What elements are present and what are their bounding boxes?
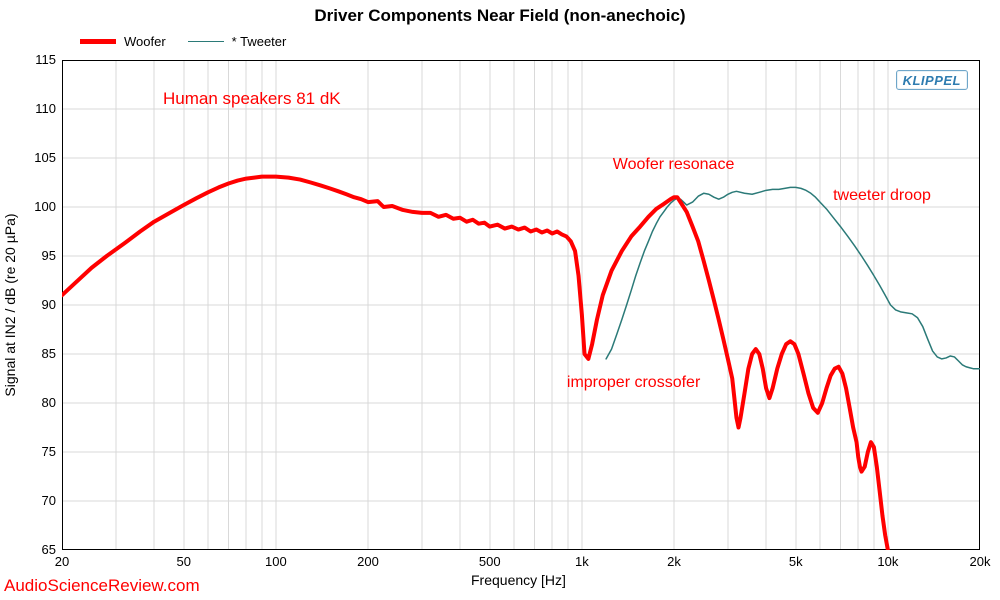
y-tick-label: 115 [22, 52, 56, 67]
x-tick-label: 2k [667, 554, 681, 569]
annotation: Human speakers 81 dK [163, 89, 341, 109]
y-tick-label: 110 [22, 101, 56, 116]
y-axis-title: Signal at IN2 / dB (re 20 µPa) [2, 213, 18, 396]
y-tick-label: 80 [22, 395, 56, 410]
legend-item-woofer: Woofer [80, 34, 166, 49]
y-tick-label: 70 [22, 493, 56, 508]
y-tick-label: 90 [22, 297, 56, 312]
annotation: Woofer resonace [613, 156, 735, 174]
watermark: AudioScienceReview.com [4, 576, 200, 596]
plot-area [62, 60, 980, 550]
brand-logo: KLIPPEL [896, 70, 968, 90]
legend-item-tweeter: * Tweeter [188, 34, 287, 49]
x-tick-label: 20k [970, 554, 991, 569]
y-tick-label: 75 [22, 444, 56, 459]
legend: Woofer * Tweeter [80, 34, 286, 49]
annotation: improper crossofer [567, 374, 700, 392]
x-tick-label: 100 [265, 554, 287, 569]
x-axis-title: Frequency [Hz] [471, 572, 566, 588]
y-tick-label: 100 [22, 199, 56, 214]
chart-container: { "layout": { "plot": { "left": 62, "top… [0, 0, 1000, 600]
x-tick-label: 5k [789, 554, 803, 569]
y-tick-label: 65 [22, 542, 56, 557]
y-tick-label: 95 [22, 248, 56, 263]
chart-title: Driver Components Near Field (non-anecho… [0, 6, 1000, 26]
x-tick-label: 20 [55, 554, 69, 569]
y-tick-label: 105 [22, 150, 56, 165]
legend-label: Woofer [124, 34, 166, 49]
legend-swatch-woofer [80, 39, 116, 44]
legend-label: * Tweeter [232, 34, 287, 49]
annotation: tweeter droop [833, 187, 931, 205]
y-tick-label: 85 [22, 346, 56, 361]
x-tick-label: 500 [479, 554, 501, 569]
x-tick-label: 1k [575, 554, 589, 569]
x-tick-label: 200 [357, 554, 379, 569]
x-tick-label: 50 [177, 554, 191, 569]
x-tick-label: 10k [877, 554, 898, 569]
plot-svg [62, 60, 980, 550]
legend-swatch-tweeter [188, 41, 224, 42]
